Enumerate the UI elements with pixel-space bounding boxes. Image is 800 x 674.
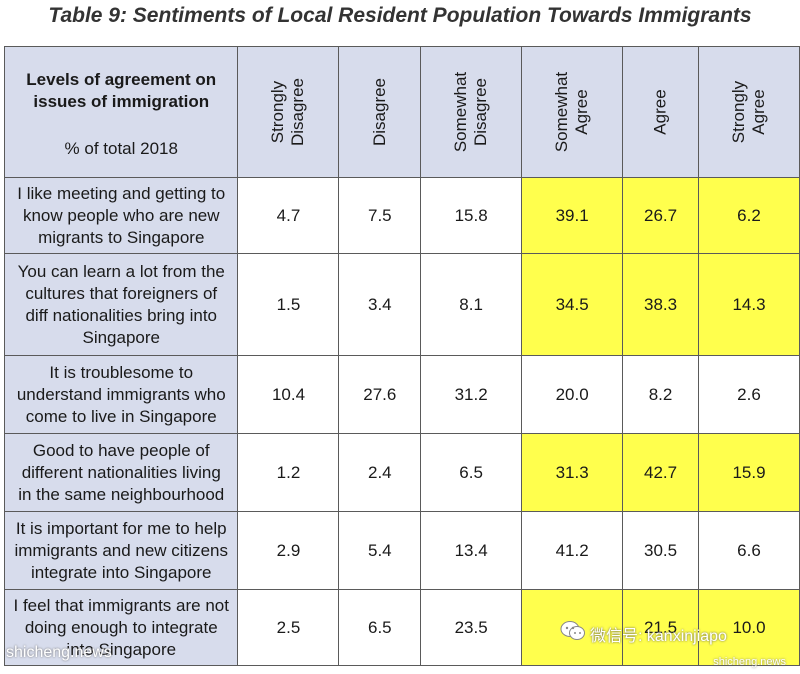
table-row: It is important for me to help immigrant…: [3, 511, 800, 590]
value-cell: 23.5: [420, 589, 523, 666]
col-header-strongly-agree: Strongly Agree: [697, 46, 800, 178]
col-header-text: Strongly Agree: [728, 80, 768, 144]
value-cell: 6.5: [338, 589, 422, 666]
value-cell: 2.4: [338, 433, 422, 512]
table-row: Good to have people of different nationa…: [3, 433, 800, 512]
wechat-icon: [560, 620, 586, 647]
value-cell: 15.8: [420, 177, 523, 254]
value-cell: 10.4: [237, 355, 340, 434]
value-cell: 1.5: [237, 253, 340, 356]
col-header-text: Disagree: [369, 77, 389, 147]
value-cell: 8.2: [622, 355, 699, 434]
col-header-text: Somewhat Disagree: [451, 71, 491, 153]
header-label-title: Levels of agreement on issues of immigra…: [26, 70, 217, 111]
table-row: I like meeting and getting to know peopl…: [3, 177, 800, 254]
value-cell: 4.7: [237, 177, 340, 254]
col-header-text: Strongly Disagree: [268, 77, 308, 147]
header-row: Levels of agreement on issues of immigra…: [3, 46, 800, 178]
value-cell-highlighted: 6.2: [697, 177, 800, 254]
value-cell: 5.4: [338, 511, 422, 590]
col-header-text: Agree: [650, 89, 670, 135]
value-cell: 8.1: [420, 253, 523, 356]
col-header-somewhat-disagree: Somewhat Disagree: [420, 46, 523, 178]
value-cell-highlighted: 42.7: [622, 433, 699, 512]
col-header-somewhat-agree: Somewhat Agree: [521, 46, 624, 178]
header-label-sub: % of total 2018: [64, 139, 178, 158]
header-label-cell: Levels of agreement on issues of immigra…: [3, 46, 239, 178]
value-cell: 3.4: [338, 253, 422, 356]
col-header-strongly-disagree: Strongly Disagree: [237, 46, 340, 178]
watermark-bottom-right: shicheng.news: [713, 656, 786, 668]
value-cell-highlighted: 39.1: [521, 177, 624, 254]
value-cell-highlighted: 38.3: [622, 253, 699, 356]
wechat-id: 微信号: kanxinjiapo: [590, 627, 727, 645]
row-label: It is troublesome to understand immigran…: [3, 355, 239, 434]
row-label: I feel that immigrants are not doing eno…: [3, 589, 239, 666]
value-cell: 13.4: [420, 511, 523, 590]
value-cell: 1.2: [237, 433, 340, 512]
value-cell: 6.5: [420, 433, 523, 512]
col-header-agree: Agree: [622, 46, 699, 178]
value-cell: 27.6: [338, 355, 422, 434]
row-label: Good to have people of different nationa…: [3, 433, 239, 512]
wechat-watermark: 微信号: kanxinjiapo: [560, 620, 727, 647]
value-cell: 6.6: [697, 511, 800, 590]
value-cell: 2.9: [237, 511, 340, 590]
value-cell: 31.2: [420, 355, 523, 434]
value-cell: 2.5: [237, 589, 340, 666]
value-cell-highlighted: 10.0: [697, 589, 800, 666]
row-label: I like meeting and getting to know peopl…: [3, 177, 239, 254]
col-header-disagree: Disagree: [338, 46, 422, 178]
col-header-text: Somewhat Agree: [552, 71, 592, 153]
row-label: It is important for me to help immigrant…: [3, 511, 239, 590]
value-cell: 7.5: [338, 177, 422, 254]
table-row: It is troublesome to understand immigran…: [3, 355, 800, 434]
sentiment-table: Levels of agreement on issues of immigra…: [3, 46, 800, 666]
value-cell: 30.5: [622, 511, 699, 590]
table-row: I feel that immigrants are not doing eno…: [3, 589, 800, 666]
value-cell-highlighted: 26.7: [622, 177, 699, 254]
row-label: You can learn a lot from the cultures th…: [3, 253, 239, 356]
table-title: Table 9: Sentiments of Local Resident Po…: [48, 4, 752, 27]
value-cell-highlighted: 31.3: [521, 433, 624, 512]
value-cell: 41.2: [521, 511, 624, 590]
value-cell-highlighted: 15.9: [697, 433, 800, 512]
value-cell: 20.0: [521, 355, 624, 434]
value-cell-highlighted: 14.3: [697, 253, 800, 356]
value-cell-highlighted: 34.5: [521, 253, 624, 356]
table-row: You can learn a lot from the cultures th…: [3, 253, 800, 356]
watermark-bottom-left: shicheng.news: [6, 644, 112, 661]
value-cell: 2.6: [697, 355, 800, 434]
